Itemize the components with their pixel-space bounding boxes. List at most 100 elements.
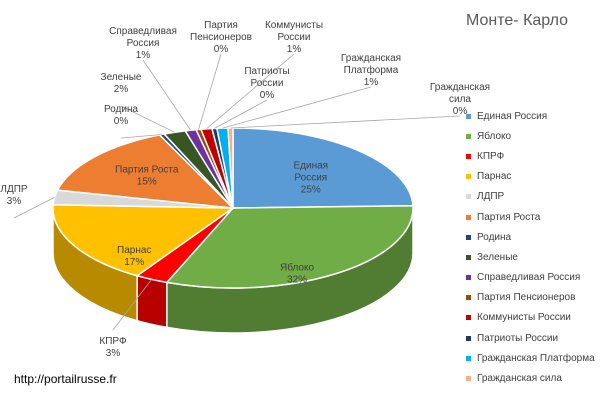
leader-line-гражданская-сила [230, 115, 461, 129]
data-label-value: 0% [114, 116, 129, 127]
data-label-value: 3% [7, 196, 22, 207]
data-label-value: 25% [301, 184, 321, 195]
legend-item-патриоты-россии: Патриоты России [466, 328, 595, 348]
legend-label: Гражданская Платформа [477, 352, 595, 364]
slice-парнас [52, 204, 236, 277]
data-label-name: Гражданская [430, 82, 490, 93]
legend-swatch [466, 214, 471, 220]
chart-legend: Единая Россия Яблоко КПРФ Парнас ЛДПР Партия … [466, 106, 595, 389]
legend-swatch [466, 133, 471, 139]
chart-title: Монте- Карло [466, 12, 569, 29]
legend-item-лдпр: ЛДПР [466, 187, 595, 207]
legend-swatch [466, 113, 471, 119]
legend-swatch [466, 315, 471, 321]
legend-item-родина: Родина [466, 227, 595, 247]
legend-label: Партия Пенсионеров [477, 292, 576, 304]
legend-swatch [466, 174, 471, 180]
legend-swatch [466, 295, 471, 301]
legend-swatch [466, 153, 471, 159]
legend-label: Яблоко [477, 130, 512, 142]
legend-swatch [466, 194, 471, 200]
legend-label: Патриоты России [477, 332, 559, 344]
data-label-name: Родина [104, 104, 139, 115]
legend-label: Родина [477, 231, 512, 243]
leader-line-зеленые [120, 105, 175, 133]
slice-единая-россия [232, 127, 414, 209]
data-label-name: КПРФ [99, 336, 127, 347]
data-label-value: 17% [124, 257, 144, 268]
data-label-value: 15% [137, 176, 157, 187]
legend-item-единая-россия: Единая Россия [466, 106, 595, 126]
data-label-value: 1% [364, 77, 379, 88]
leader-line-родина [120, 134, 162, 139]
leader-line-лдпр [13, 197, 55, 219]
data-label-name: Россия [294, 172, 327, 183]
legend-label: Справедливая Россия [477, 272, 581, 284]
leader-line-справедливая-россия [142, 59, 191, 131]
legend-swatch [466, 376, 471, 382]
legend-item-зеленые: Зеленые [466, 247, 595, 267]
legend-swatch [466, 234, 471, 240]
legend-item-коммунисты-россии: Коммунисты России [466, 308, 595, 328]
data-label-name: Гражданская [341, 53, 401, 64]
slice-партия-роста [56, 134, 236, 209]
data-label-name: Партия Роста [115, 164, 179, 175]
legend-label: Парнас [477, 171, 512, 183]
leader-line-коммунисты-россии [206, 53, 295, 130]
legend-label: ЛДПР [477, 191, 505, 203]
data-label-value: 1% [136, 50, 151, 61]
slice-side-кпрф [136, 274, 168, 329]
data-label-value: 3% [106, 348, 121, 359]
legend-swatch [466, 335, 471, 341]
data-label-name: Единая [294, 160, 329, 171]
leader-line-патриоты-россии [214, 99, 268, 129]
legend-label: КПРФ [477, 150, 505, 162]
data-label-name: сила [449, 94, 471, 105]
legend-item-парнас: Парнас [466, 167, 595, 187]
data-label-name: Пенсионеров [190, 32, 252, 43]
legend-item-гражданская-платформа: Гражданская Платформа [466, 348, 595, 368]
legend-label: Единая Россия [477, 110, 548, 122]
data-label-name: Патриоты [244, 66, 289, 77]
data-label-name: Коммунисты [265, 20, 323, 31]
legend-item-партия-роста: Партия Роста [466, 207, 595, 227]
data-label-name: ЛДПР [0, 184, 28, 195]
data-label-name: Справедливая [109, 26, 177, 37]
data-label-name: Партия [204, 20, 238, 31]
legend-item-яблоко: Яблоко [466, 126, 595, 146]
leader-line-гражданская-платформа [222, 86, 372, 129]
data-label-name: России [251, 78, 284, 89]
data-label-value: 1% [287, 44, 302, 55]
leader-line-партия-пенсионеров [198, 53, 222, 130]
data-label-name: Россия [127, 38, 160, 49]
legend-label: Партия Роста [477, 211, 541, 223]
slice-яблоко [165, 205, 414, 289]
data-label-value: 0% [260, 90, 275, 101]
legend-swatch [466, 275, 471, 281]
data-label-name: России [278, 32, 311, 43]
legend-swatch [466, 254, 471, 260]
data-label-value: 2% [114, 84, 129, 95]
legend-label: Коммунисты России [477, 312, 571, 324]
legend-item-партия-пенсионеров: Партия Пенсионеров [466, 288, 595, 308]
data-label-name: Яблоко [280, 262, 314, 274]
legend-label: Зеленые [477, 251, 518, 263]
legend-label: Гражданская сила [477, 373, 562, 385]
data-label-value: 0% [453, 106, 468, 117]
data-label-value: 32% [287, 275, 307, 286]
legend-item-справедливая-россия: Справедливая Россия [466, 268, 595, 288]
